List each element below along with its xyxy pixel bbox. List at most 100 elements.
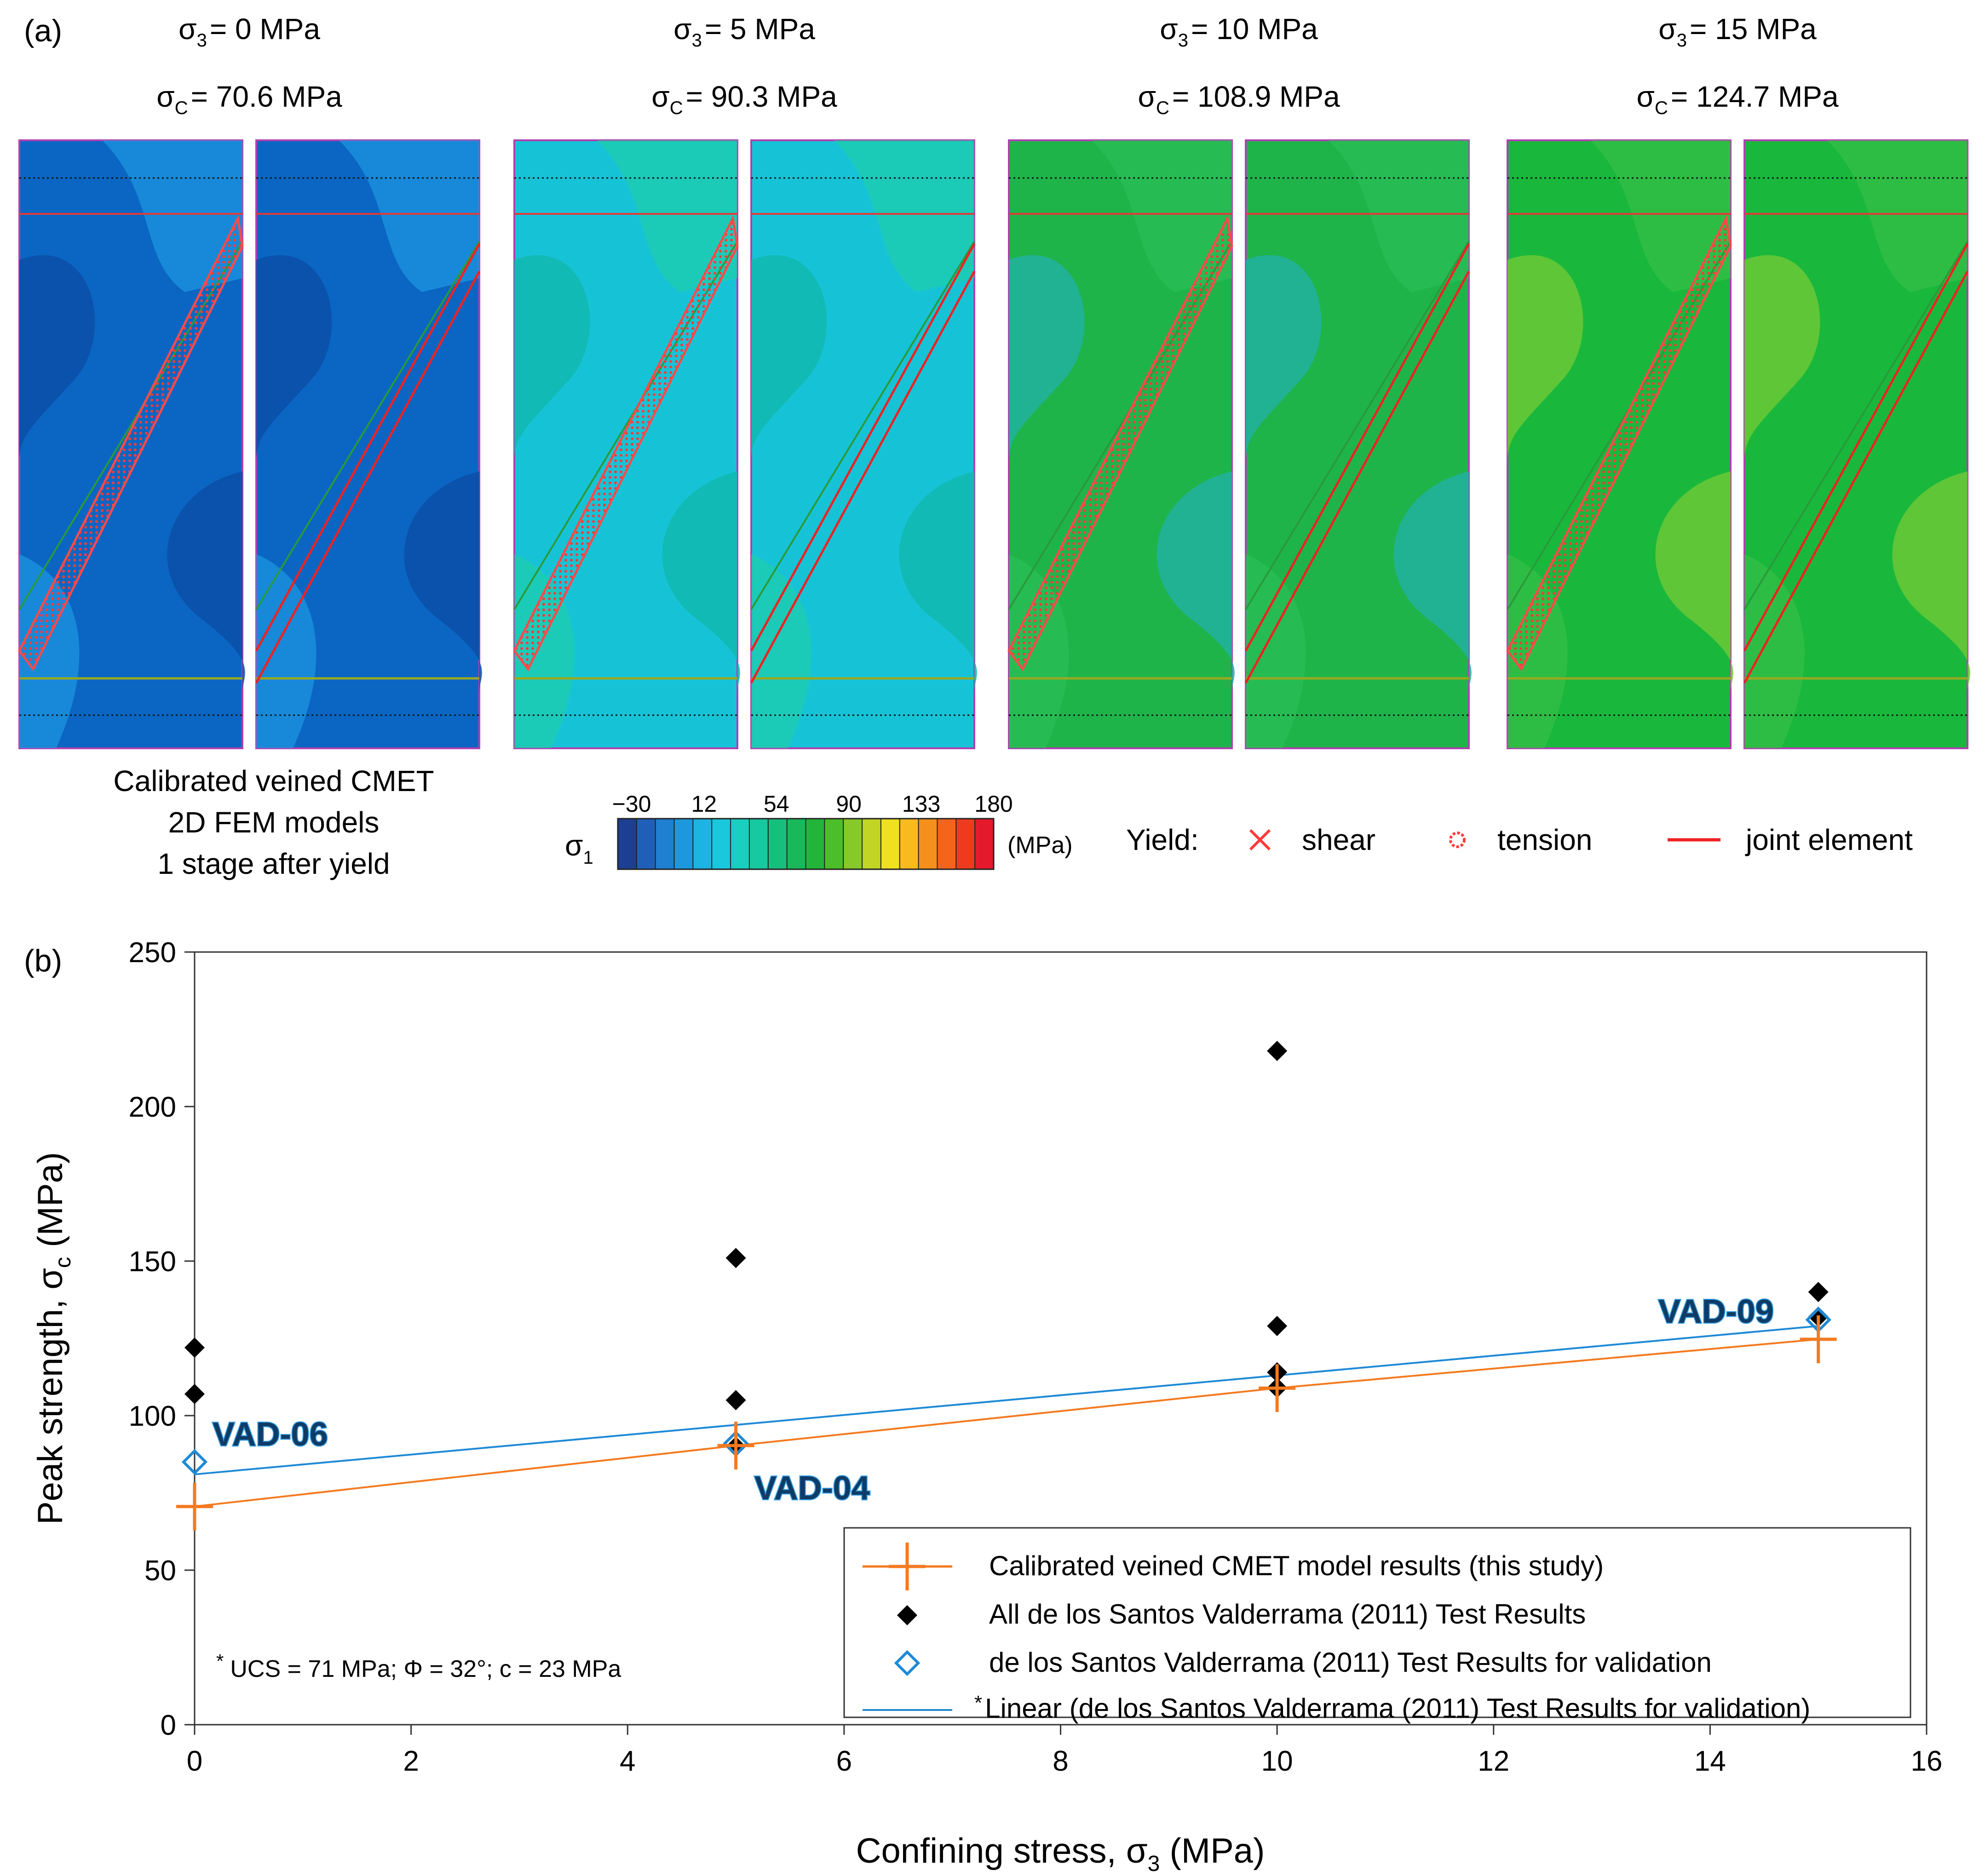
annotation-vad-06: VAD-06 (213, 1416, 328, 1453)
confining-label: σ3= 10 MPa (1160, 12, 1318, 51)
caption-line-2: 2D FEM models (168, 806, 380, 839)
test-result-point (184, 1383, 205, 1404)
test-result-point (725, 1248, 746, 1268)
model-pair-1: σ3= 5 MPa σC= 90.3 MPa (513, 12, 977, 749)
confining-label: σ3= 15 MPa (1658, 12, 1817, 51)
model-result-point (1259, 1364, 1296, 1412)
yield-legend-title: Yield: (1126, 823, 1199, 856)
linear-fit-line (194, 1325, 1818, 1475)
legend-icons (863, 1543, 952, 1711)
annotation-vad-09: VAD-09 (1658, 1293, 1774, 1330)
y-tick-label: 250 (129, 937, 176, 969)
y-tick-label: 50 (144, 1555, 176, 1587)
colorbar-block (730, 818, 750, 870)
legend-entry-3: de los Santos Valderrama (2011) Test Res… (989, 1647, 1712, 1678)
colorbar-block (617, 818, 638, 870)
colorbar-symbol: σ1 (565, 829, 593, 868)
peak-strength-label: σC= 108.9 MPa (1138, 80, 1340, 118)
colorbar-block (899, 818, 920, 870)
legend-icon-diamond-filled (897, 1605, 917, 1625)
colorbar-block (805, 818, 825, 870)
legend-icon-cross (889, 1543, 926, 1590)
series-layer (176, 1041, 1837, 1531)
y-tick-label: 100 (129, 1400, 176, 1432)
x-tick-label: 12 (1478, 1745, 1509, 1777)
model-pair-3: σ3= 15 MPa σC= 124.7 MPa (1506, 12, 1970, 749)
model-joint-view (1743, 139, 1970, 749)
colorbar-block (880, 818, 901, 870)
model-pair-2: σ3= 10 MPa σC= 108.9 MPa (1007, 12, 1472, 749)
colorbar-block (843, 818, 863, 870)
y-tick-label: 200 (129, 1091, 176, 1123)
legend-entry-1: Calibrated veined CMET model results (th… (989, 1550, 1604, 1581)
colorbar-block (937, 818, 957, 870)
test-result-point (1267, 1316, 1288, 1337)
validation-point (181, 1449, 208, 1475)
colorbar-block (824, 818, 844, 870)
colorbar-block (748, 818, 769, 870)
model-result-point (176, 1482, 213, 1531)
confining-label: σ3= 5 MPa (673, 12, 815, 51)
colorbar-block (767, 818, 788, 870)
colorbar-blocks (617, 818, 995, 870)
x-tick-label: 8 (1053, 1745, 1068, 1777)
caption-line-3: 1 stage after yield (157, 847, 390, 880)
x-tick-label: 4 (620, 1745, 635, 1777)
colorbar-block (636, 818, 656, 870)
fem-models: σ3= 0 MPa σC= 70.6 MPa σ3= 5 MPa σC= 90.3 M… (18, 12, 1970, 749)
yield-legend-tension: tension (1497, 823, 1592, 856)
y-tick-label: 150 (129, 1246, 176, 1278)
x-tick-label: 16 (1911, 1745, 1943, 1777)
sigma1-colorbar: σ1 −30 12 54 90 133 180 (MPa) (565, 791, 1073, 870)
tension-icon (1449, 832, 1466, 848)
colorbar-block (862, 818, 882, 870)
x-axis-ticks: 0 2 4 6 8 10 12 14 16 (187, 1725, 1943, 1777)
colorbar-block (786, 818, 807, 870)
chart-legend: Calibrated veined CMET model results (th… (843, 1527, 1911, 1724)
yield-legend-joint: joint element (1745, 823, 1913, 856)
caption-line-1: Calibrated veined CMET (113, 764, 434, 797)
x-axis-title: Confining stress, σ3 (MPa) (856, 1831, 1265, 1876)
model-result-point (1800, 1315, 1837, 1364)
panel-a-label: (a) (24, 13, 62, 48)
model-result-point (717, 1422, 754, 1470)
legend-box (843, 1527, 1911, 1718)
test-result-point (1267, 1041, 1288, 1061)
model-yield-view (18, 139, 245, 749)
fem-caption: Calibrated veined CMET 2D FEM models 1 s… (113, 764, 434, 880)
model-yield-view (1007, 139, 1235, 749)
model-yield-view (1506, 139, 1733, 749)
panel-b-label: (b) (24, 943, 62, 978)
colorbar-tick-label: 90 (836, 791, 862, 817)
model-pair-0: σ3= 0 MPa σC= 70.6 MPa (18, 12, 482, 749)
panel-b-chart: (b) 0 50 100 150 200 250 0 2 4 6 8 10 12 14 16 Confin… (24, 937, 1943, 1876)
model-joint-view (1244, 139, 1472, 749)
colorbar-block (974, 818, 995, 870)
y-tick-label: 0 (161, 1710, 176, 1741)
sample-annotations: VAD-06 VAD-04 VAD-09 (212, 1292, 1775, 1508)
peak-strength-label: σC= 124.7 MPa (1636, 80, 1838, 118)
confining-label: σ3= 0 MPa (178, 12, 320, 51)
yield-legend-shear: shear (1302, 823, 1375, 856)
colorbar-block (673, 818, 694, 870)
y-axis-ticks: 0 50 100 150 200 250 (129, 937, 195, 1741)
footnote: * UCS = 71 MPa; Φ = 32°; c = 23 MPa (216, 1650, 621, 1682)
x-tick-label: 14 (1694, 1745, 1726, 1777)
test-result-point (1808, 1282, 1829, 1302)
annotation-vad-04: VAD-04 (754, 1470, 870, 1507)
colorbar-ticks: −30 12 54 90 133 180 (612, 791, 1013, 817)
x-tick-label: 6 (836, 1745, 852, 1777)
model-joint-view (255, 139, 482, 749)
shear-icon (1249, 829, 1271, 851)
colorbar-block (711, 818, 731, 870)
colorbar-block (692, 818, 713, 870)
colorbar-block (655, 818, 675, 870)
x-tick-label: 2 (403, 1745, 419, 1777)
colorbar-tick-label: 54 (764, 791, 789, 817)
yield-legend: Yield: shear tension joint element (1126, 823, 1913, 856)
test-result-point (725, 1390, 746, 1411)
colorbar-tick-label: 12 (691, 791, 717, 817)
model-joint-view (750, 139, 977, 749)
colorbar-block (955, 818, 976, 870)
legend-entry-2: All de los Santos Valderrama (2011) Test… (989, 1599, 1586, 1629)
